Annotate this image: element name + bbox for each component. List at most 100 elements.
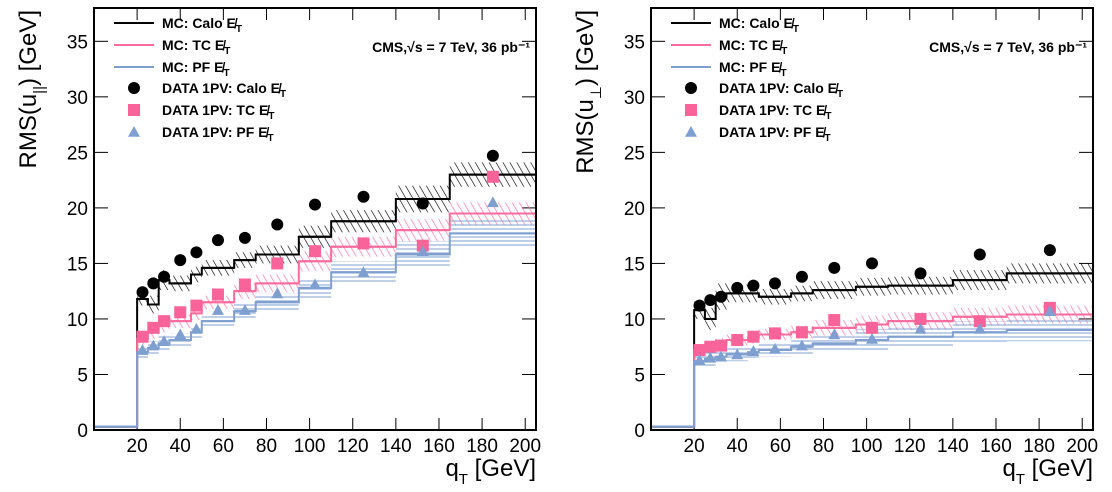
data-point [795, 339, 808, 351]
y-tick-label: 30 [624, 88, 645, 109]
y-tick-label: 30 [67, 88, 88, 109]
data-point [174, 328, 187, 340]
data-point [309, 278, 321, 290]
x-tick-label: 100 [851, 436, 883, 457]
x-tick-label: 140 [937, 436, 969, 457]
y-tick-label: 0 [77, 421, 88, 442]
data-point [309, 245, 321, 258]
data-point [416, 245, 429, 257]
y-tick-label: 0 [634, 421, 645, 442]
axis-label-part: [GeV] [1025, 455, 1093, 482]
data-point [136, 344, 149, 355]
data-point [271, 218, 284, 231]
legend-label: MC: PF E̸T [162, 59, 230, 79]
data-point [1043, 244, 1056, 257]
data-point [158, 270, 171, 283]
x-tick-label: 120 [894, 436, 926, 457]
x-tick-label: 200 [509, 436, 541, 457]
data-point [828, 314, 841, 327]
data-point [147, 321, 160, 334]
y-tick-label: 35 [67, 32, 88, 53]
x-tick-label: 80 [813, 436, 834, 457]
legend-label: MC: Calo E̸T [719, 15, 799, 35]
data-point [238, 304, 251, 315]
data-point [973, 322, 986, 334]
legend-swatch [128, 104, 140, 116]
data-point [973, 248, 986, 261]
panel: 0 5 10 15 20 25 30 35 20 40 60 80 100 120 140 160 180 200… [15, 7, 541, 488]
data-point [357, 237, 370, 250]
y-tick-label: 5 [634, 365, 645, 386]
data-point [914, 312, 927, 325]
plot-frame [93, 7, 537, 431]
data-point [357, 190, 370, 203]
data-point [866, 257, 878, 270]
axis-label-part: RMS(u [572, 99, 599, 174]
data-point [211, 304, 224, 315]
legend-label: MC: TC E̸T [719, 37, 787, 57]
data-point [486, 170, 499, 183]
data-point [271, 257, 284, 270]
legend-label: MC: TC E̸T [162, 37, 230, 57]
legend-label: DATA 1PV: PF E̸T [162, 124, 274, 144]
data-point [828, 261, 841, 274]
legend-swatch [128, 126, 140, 137]
data-point [795, 326, 808, 339]
legend-label: DATA 1PV: Calo E̸T [719, 80, 843, 100]
data-point [147, 339, 160, 351]
data-point [715, 339, 728, 352]
axis-label: RMS(u||) [GeV] [15, 10, 48, 169]
annotation: CMS,√s = 7 TeV, 36 pb⁻¹ [372, 39, 530, 55]
data-point [795, 270, 808, 283]
data-point [190, 322, 203, 334]
annotation: CMS,√s = 7 TeV, 36 pb⁻¹ [929, 39, 1087, 55]
legend-label: MC: PF E̸T [719, 59, 787, 79]
data-point [211, 234, 224, 247]
x-tick-label: 180 [1023, 436, 1055, 457]
data-point [768, 342, 781, 354]
legend-label: DATA 1PV: Calo E̸T [162, 80, 286, 100]
data-point [271, 287, 284, 299]
data-point [1043, 305, 1056, 316]
x-tick-label: 60 [770, 436, 791, 457]
data-point [914, 322, 927, 334]
legend-swatch [685, 104, 697, 116]
y-tick-label: 20 [67, 199, 88, 220]
x-tick-label: 180 [466, 436, 498, 457]
axis-label-part: [GeV] [468, 455, 536, 482]
axis-label-sub: T [1016, 471, 1025, 488]
data-point [693, 344, 706, 357]
y-tick-label: 5 [77, 365, 88, 386]
data-point [704, 340, 717, 353]
x-tick-label: 160 [980, 436, 1012, 457]
data-point [486, 196, 499, 208]
y-tick-label: 10 [624, 310, 645, 331]
data-point [211, 288, 224, 301]
axis-label-sub: ⊥ [588, 86, 605, 99]
data-point [174, 254, 187, 267]
axis-label-part: q [445, 455, 458, 482]
data-point [747, 330, 760, 343]
data-point [147, 277, 160, 290]
data-point [136, 286, 149, 299]
axis-label-part: RMS(u [15, 94, 42, 169]
data-point [693, 299, 706, 312]
x-tick-label: 60 [213, 436, 234, 457]
x-tick-label: 120 [337, 436, 369, 457]
axis-label-sub: || [31, 86, 48, 94]
axis-label: qT [GeV] [1002, 455, 1093, 488]
data-point [238, 278, 251, 291]
data-point [174, 306, 187, 319]
data-point [715, 290, 728, 303]
data-point [704, 294, 717, 307]
plot-frame [650, 7, 1094, 431]
legend-swatch [685, 82, 697, 94]
data-point [768, 327, 781, 340]
y-tick-label: 35 [624, 32, 645, 53]
x-tick-label: 140 [380, 436, 412, 457]
x-tick-label: 80 [256, 436, 277, 457]
x-tick-label: 40 [170, 436, 191, 457]
data-point [973, 315, 986, 328]
data-point [693, 354, 706, 365]
data-point [866, 321, 878, 334]
